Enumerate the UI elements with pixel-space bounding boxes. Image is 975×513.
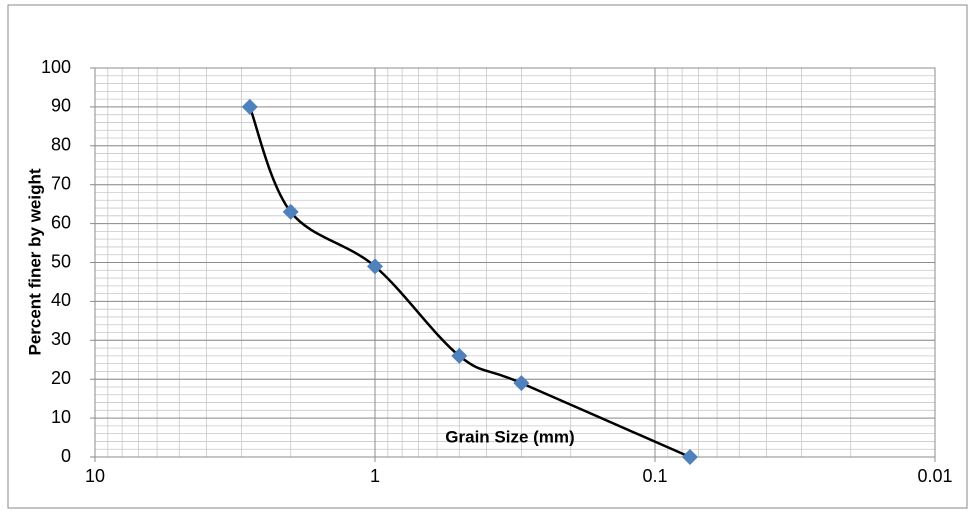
data-point	[681, 449, 698, 465]
x-axis-title: Grain Size (mm)	[445, 427, 574, 446]
y-tick-label: 30	[51, 329, 71, 349]
grid: 0 10 20 30 40 50 60 70 80 90 100 10 1 0.1 0.01	[41, 57, 953, 486]
x-tick-label: 10	[85, 466, 105, 486]
y-tick-label: 60	[51, 212, 71, 232]
data-point	[282, 203, 299, 220]
x-tick-label: 0.1	[642, 466, 667, 486]
x-tick-label: 1	[370, 466, 380, 486]
data-point	[451, 347, 468, 364]
plot-border	[94, 67, 936, 458]
data-point	[367, 258, 383, 275]
y-tick-label: 0	[61, 446, 71, 466]
y-tick-label: 90	[51, 96, 71, 116]
y-axis-title: Percent finer by weight	[25, 168, 44, 355]
y-tick-label: 70	[51, 173, 71, 193]
x-tick-label: 0.01	[917, 466, 952, 486]
y-tick-label: 10	[51, 407, 71, 427]
y-tick-label: 20	[51, 368, 71, 388]
series-line	[248, 106, 691, 459]
data-point	[513, 375, 530, 392]
y-tick-label: 40	[51, 290, 71, 310]
chart-frame	[7, 4, 968, 509]
y-tick-label: 100	[41, 57, 71, 77]
data-point	[241, 98, 258, 115]
y-tick-label: 50	[51, 251, 71, 271]
y-tick-label: 80	[51, 135, 71, 155]
plot	[241, 98, 698, 465]
